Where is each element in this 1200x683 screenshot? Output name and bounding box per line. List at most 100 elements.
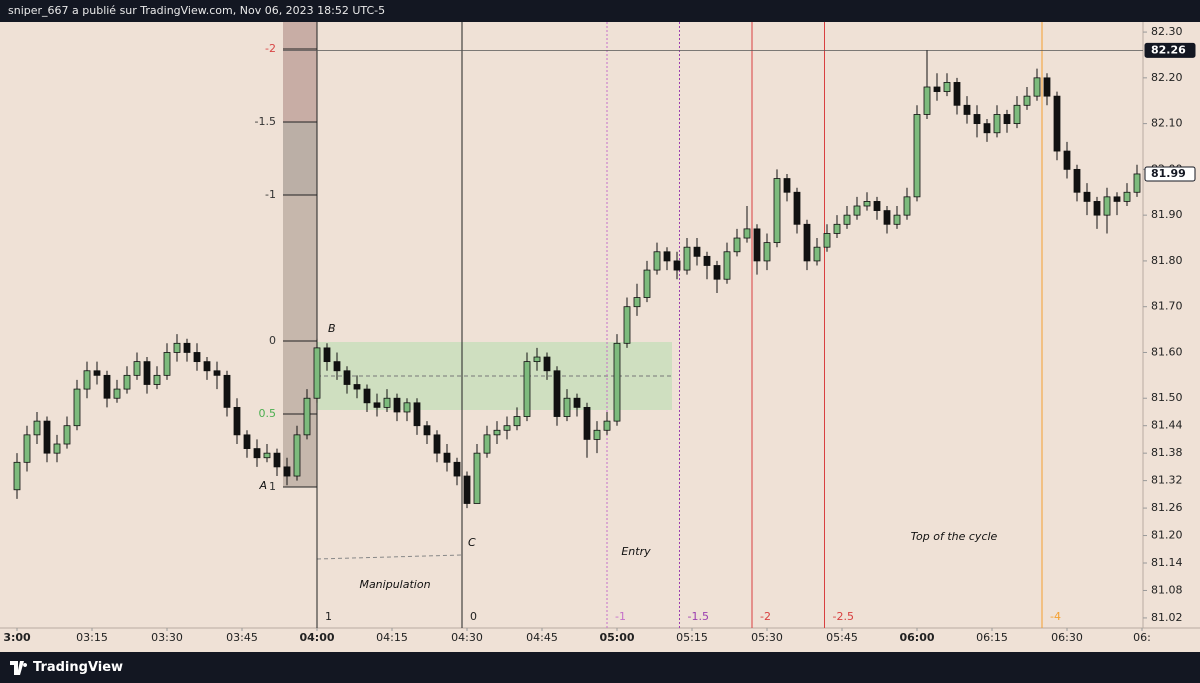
x-tick-label: 04:45 (526, 631, 558, 644)
candle-body (43, 420, 51, 454)
candle-body (223, 374, 231, 408)
candle-body (593, 429, 601, 440)
y-tick-label: 81.80 (1151, 254, 1183, 267)
time-fib-label: -4 (1050, 610, 1061, 623)
candle-body (473, 452, 481, 504)
candle-body (93, 370, 101, 376)
x-tick-label: 06:00 (899, 631, 934, 644)
fib-label: -1 (265, 188, 276, 201)
candle-body (113, 388, 121, 399)
candle-body (923, 86, 931, 115)
candle-body (653, 251, 661, 271)
y-tick-label: 81.08 (1151, 583, 1183, 596)
candle-body (563, 397, 571, 417)
candle-body (843, 214, 851, 225)
candle-body (613, 342, 621, 422)
candle-body (693, 246, 701, 257)
candle-body (493, 429, 501, 436)
candle-body (733, 237, 741, 253)
candle-body (73, 388, 81, 427)
fib-label: 1 (269, 480, 276, 493)
last-price: 81.99 (1151, 167, 1186, 180)
candle-body (263, 452, 271, 459)
x-tick-label: 3:00 (3, 631, 31, 644)
candle-body (773, 178, 781, 244)
y-tick-label: 81.50 (1151, 391, 1183, 404)
candle-body (833, 223, 841, 234)
candle-body (643, 269, 651, 298)
candle-body (583, 406, 591, 440)
candle-body (603, 420, 611, 431)
candle-body (1103, 196, 1111, 216)
x-tick-label: 05:15 (676, 631, 708, 644)
candle-body (253, 448, 261, 459)
x-tick-label: 04:00 (299, 631, 334, 644)
x-tick-label: 05:00 (599, 631, 634, 644)
x-tick-label: 04:15 (376, 631, 408, 644)
fib-zone (283, 22, 317, 122)
candle-body (713, 265, 721, 280)
logo-text: TradingView (33, 660, 124, 675)
candle-body (1083, 191, 1091, 202)
candle-body (443, 452, 451, 463)
y-tick-label: 81.90 (1151, 208, 1183, 221)
candle-body (943, 82, 951, 92)
time-fib-label: -2.5 (833, 610, 854, 623)
candle-body (193, 352, 201, 363)
candle-body (313, 347, 321, 399)
x-tick-label: 03:15 (76, 631, 108, 644)
candle-body (83, 370, 91, 390)
x-tick-label: 06: (1133, 631, 1151, 644)
candle-body (423, 425, 431, 436)
x-tick-label: 03:30 (151, 631, 183, 644)
fib-label: -1.5 (255, 115, 276, 128)
x-tick-label: 04:30 (451, 631, 483, 644)
time-fib-label: 1 (325, 610, 332, 623)
candle-body (323, 347, 331, 363)
candle-body (963, 104, 971, 115)
y-tick-label: 82.20 (1151, 71, 1183, 84)
fib-label: 0 (269, 334, 276, 347)
time-fib-label: -2 (760, 610, 771, 623)
y-tick-label: 82.30 (1151, 25, 1183, 38)
candle-body (13, 461, 21, 491)
y-tick-label: 81.44 (1151, 419, 1183, 432)
candle-body (413, 402, 421, 427)
annotation: B (328, 322, 336, 335)
chart: 82.3082.2082.1082.0081.9081.8081.7081.60… (0, 22, 1200, 652)
candle-body (1133, 173, 1141, 193)
candle-body (403, 402, 411, 413)
candle-body (763, 242, 771, 262)
x-tick-label: 05:45 (826, 631, 858, 644)
candle-body (1063, 150, 1071, 170)
candle-body (983, 123, 991, 134)
fib-label: 0.5 (259, 407, 277, 420)
candle-body (1073, 168, 1081, 193)
candle-body (803, 223, 811, 262)
candle-body (783, 178, 791, 193)
candle-body (823, 233, 831, 248)
candle-body (503, 425, 511, 431)
manipulation-line (316, 554, 463, 560)
candle-body (63, 425, 71, 445)
candle-body (903, 196, 911, 216)
candle-body (363, 388, 371, 404)
candle-body (233, 406, 241, 436)
candle-body (153, 374, 161, 385)
candle-body (333, 361, 341, 372)
candle-body (623, 306, 631, 344)
x-tick-label: 06:30 (1051, 631, 1083, 644)
candle-body (243, 434, 251, 449)
annotation: C (468, 536, 476, 549)
y-tick-label: 82.10 (1151, 117, 1183, 130)
candle-body (373, 402, 381, 408)
candle-body (453, 461, 461, 477)
candle-body (383, 397, 391, 408)
candle-body (203, 361, 211, 372)
fib-zone (283, 122, 317, 195)
candle-body (913, 114, 921, 198)
header-text: sniper_667 a publié sur TradingView.com,… (8, 4, 386, 17)
x-tick-label: 03:45 (226, 631, 258, 644)
fib-label: -2 (265, 42, 276, 55)
